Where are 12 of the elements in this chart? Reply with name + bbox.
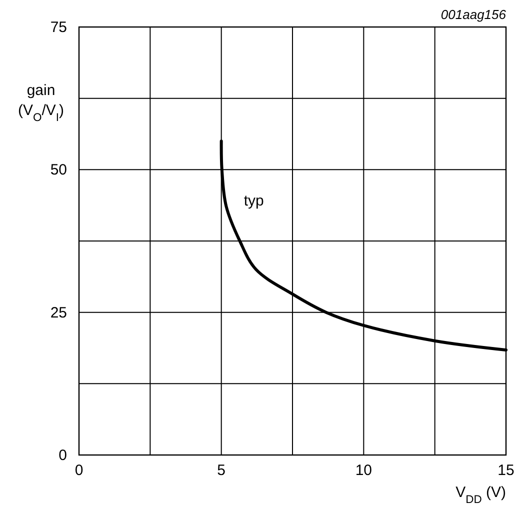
y-tick-label: 25 — [50, 304, 67, 322]
series-label: typ — [244, 192, 264, 210]
x-tick-label: 5 — [217, 462, 226, 479]
x-tick-label: 0 — [74, 462, 84, 479]
x-axis-title: V$_{DD}$ (V) — [456, 484, 506, 506]
text: 001aag156 — [440, 7, 507, 22]
y-tick-label: 50 — [50, 162, 67, 179]
x-tick-label: 15 — [498, 462, 514, 479]
y-tick-label: 0 — [58, 447, 67, 464]
y-axis-title: gain (V$_{O}$/V$_{I}$) — [18, 82, 64, 124]
y-tick-label: 75 — [50, 19, 67, 36]
x-tick-label: 10 — [355, 462, 372, 479]
